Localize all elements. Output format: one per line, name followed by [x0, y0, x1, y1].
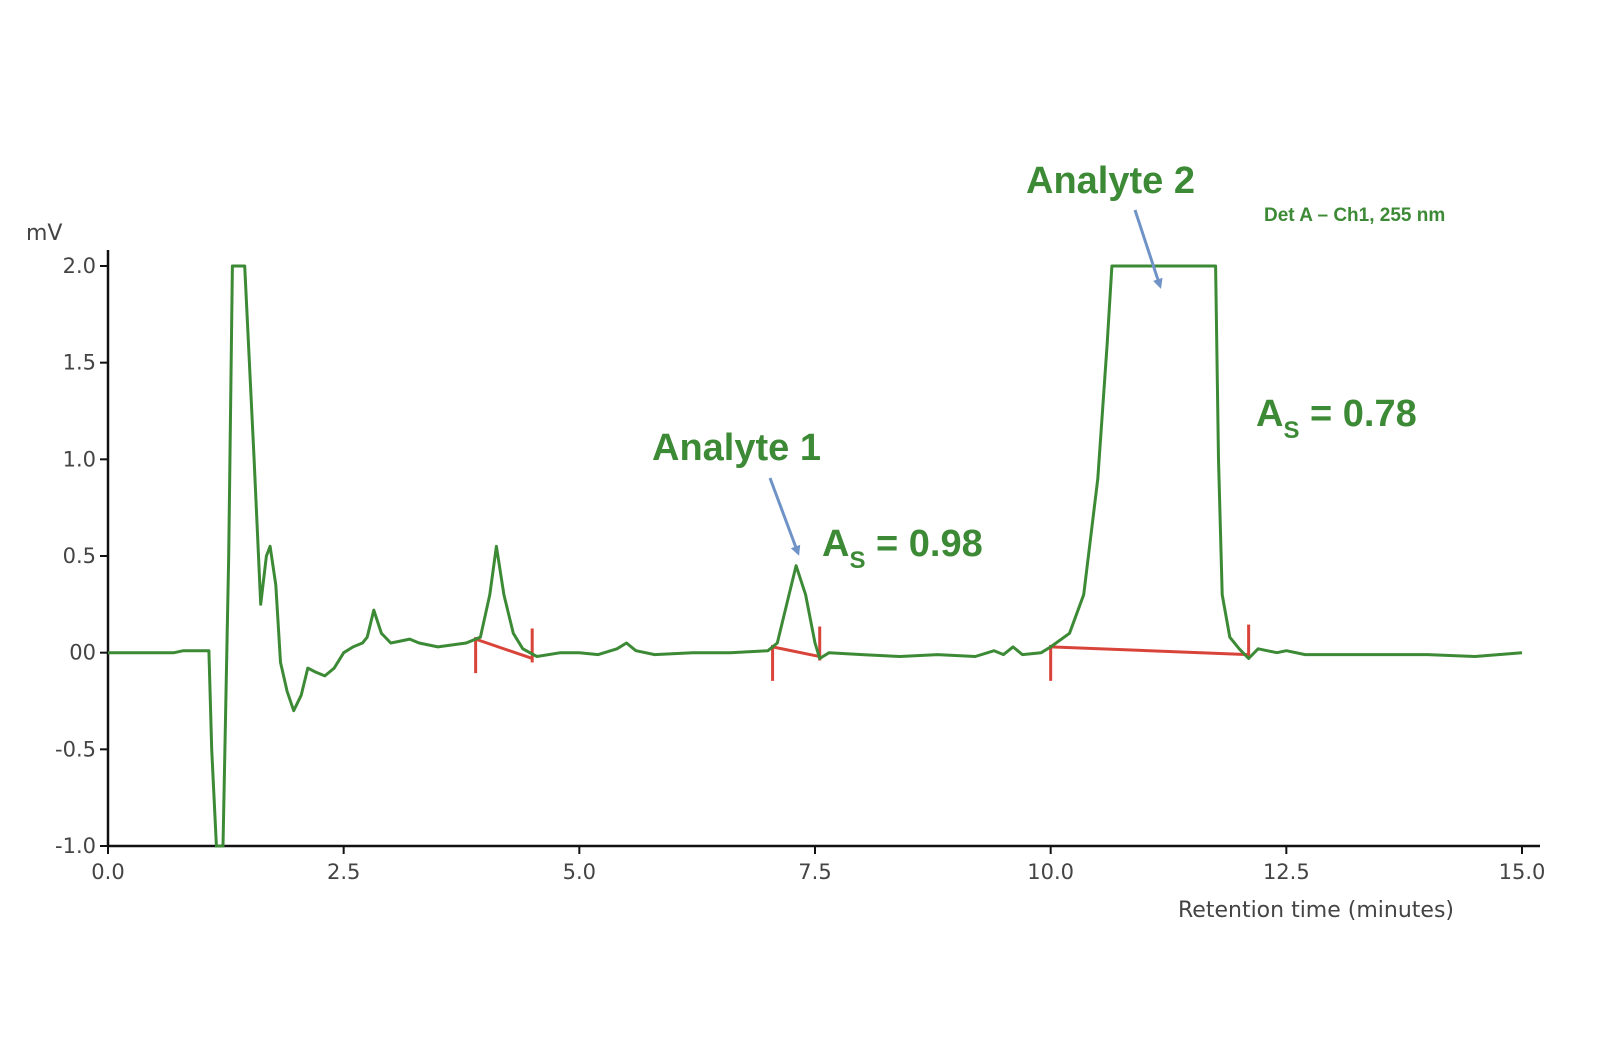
x-tick-label: 10.0 — [1027, 860, 1074, 884]
analyte-2-arrow — [1133, 209, 1163, 289]
integration-baseline — [772, 645, 821, 659]
x-tick-label: 12.5 — [1263, 860, 1310, 884]
analyte-2-label: Analyte 2 — [1026, 160, 1195, 202]
x-tick-label: 2.5 — [327, 860, 360, 884]
x-axis-title: Retention time (minutes) — [1178, 898, 1454, 923]
y-tick-label: 1.0 — [63, 447, 96, 471]
detector-label: Det A – Ch1, 255 nm — [1264, 205, 1445, 226]
x-tick-label: 0.0 — [91, 860, 124, 884]
chromatogram-trace — [108, 264, 1523, 848]
x-tick-label: 7.5 — [798, 860, 831, 884]
y-tick-label: 1.5 — [63, 351, 96, 375]
x-tick-label: 5.0 — [563, 860, 596, 884]
analyte-1-asymmetry: AS = 0.98 — [822, 523, 983, 574]
analyte-2-asymmetry: AS = 0.78 — [1256, 393, 1417, 444]
analyte-1-label: Analyte 1 — [652, 427, 821, 469]
y-tick-label: 00 — [69, 641, 96, 665]
y-tick-label: -0.5 — [55, 737, 96, 761]
analyte-1-arrow — [768, 477, 801, 556]
x-tick-label: 15.0 — [1499, 860, 1546, 884]
integration-baseline — [1050, 645, 1249, 657]
integration-baseline — [475, 637, 533, 660]
y-tick-label: -1.0 — [55, 834, 96, 858]
y-axis-title: mV — [26, 221, 62, 246]
y-tick-label: 2.0 — [63, 254, 96, 278]
y-tick-label: 0.5 — [63, 544, 96, 568]
